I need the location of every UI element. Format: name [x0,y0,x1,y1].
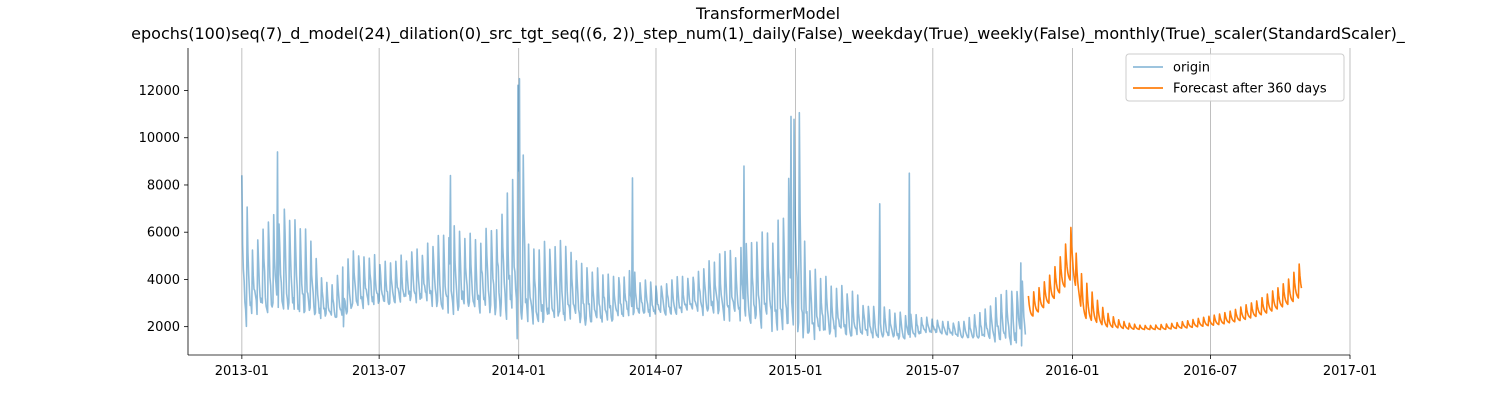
x-tick-label: 2013-07 [352,364,406,379]
x-tick-label: 2015-01 [768,364,822,379]
y-tick-label: 6000 [147,226,180,241]
x-tick-label: 2017-01 [1323,364,1377,379]
x-tick-label: 2013-01 [215,364,269,379]
x-tick-label: 2016-01 [1045,364,1099,379]
legend-box [1125,53,1345,102]
y-tick-label: 8000 [147,178,180,193]
series-origin-line [241,77,1027,347]
x-tick-label: 2016-07 [1183,364,1237,379]
series-forecast-line [1027,226,1303,331]
chart-subtitle: epochs(100)seq(7)_d_model(24)_dilation(0… [131,24,1406,44]
y-tick-label: 12000 [139,84,180,99]
x-tick-label: 2014-07 [629,364,683,379]
x-tick-label: 2015-07 [906,364,960,379]
x-tick-label: 2014-01 [492,364,546,379]
axes-layer: 2013-01 2013-07 2014-01 2014-07 2015-01 2015-… [139,48,1377,379]
y-tick-label: 10000 [139,131,180,146]
series-forecast [1027,226,1303,331]
series-origin [241,77,1027,347]
plot-area [241,77,1303,347]
y-tick-label: 4000 [147,273,180,288]
legend-label: origin [1173,61,1210,76]
legend-label: Forecast after 360 days [1173,82,1327,97]
chart-title: TransformerModel [695,4,840,23]
y-tick-label: 2000 [147,320,180,335]
legend: origin Forecast after 360 days [1125,53,1345,102]
